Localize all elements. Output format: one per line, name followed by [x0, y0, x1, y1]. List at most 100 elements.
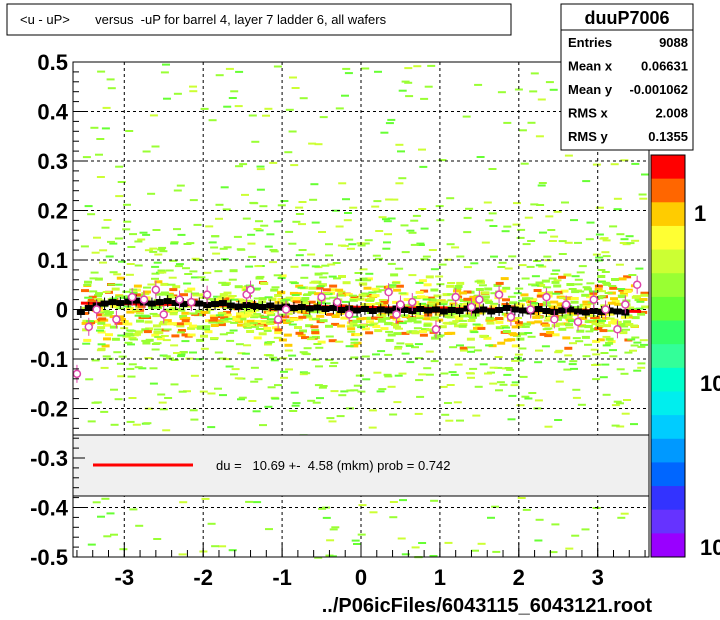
- heatmap-cell: [269, 261, 277, 264]
- heatmap-cell: [174, 265, 183, 268]
- heatmap-cell: [631, 316, 640, 320]
- heatmap-cell: [258, 297, 267, 301]
- heatmap-cell: [549, 551, 558, 554]
- heatmap-cell: [288, 130, 297, 133]
- heatmap-cell: [111, 337, 120, 341]
- heatmap-cell: [513, 292, 522, 295]
- heatmap-cell: [424, 85, 433, 88]
- heatmap-cell: [309, 336, 318, 339]
- stats-label: Entries: [568, 35, 612, 50]
- heatmap-cell: [346, 247, 355, 250]
- heatmap-cell: [176, 184, 185, 187]
- heatmap-cell: [537, 292, 546, 295]
- heatmap-cell: [256, 188, 265, 191]
- heatmap-cell: [87, 543, 96, 546]
- heatmap-cell: [406, 361, 415, 364]
- heatmap-cell: [521, 277, 530, 280]
- heatmap-cell: [617, 294, 626, 297]
- heatmap-cell: [564, 346, 573, 350]
- heatmap-cell: [375, 302, 384, 306]
- heatmap-cell: [578, 265, 587, 268]
- heatmap-cell: [616, 368, 625, 371]
- heatmap-cell: [158, 246, 167, 249]
- heatmap-cell: [207, 426, 216, 429]
- heatmap-cell: [385, 198, 394, 201]
- heatmap-cell: [383, 241, 391, 244]
- heatmap-cell: [470, 331, 479, 334]
- heatmap-cell: [502, 326, 510, 329]
- heatmap-cell: [349, 321, 358, 325]
- heatmap-cell: [394, 347, 402, 350]
- heatmap-cell: [222, 358, 231, 361]
- heatmap-cell: [401, 331, 410, 335]
- heatmap-cell: [110, 423, 119, 426]
- heatmap-cell: [215, 74, 224, 77]
- heatmap-cell: [294, 317, 303, 321]
- heatmap-cell: [223, 313, 232, 317]
- heatmap-cell: [119, 295, 128, 298]
- heatmap-cell: [149, 247, 158, 250]
- heatmap-cell: [237, 323, 245, 327]
- heatmap-cell: [570, 300, 579, 304]
- heatmap-cell: [387, 217, 396, 220]
- heatmap-cell: [639, 298, 648, 301]
- heatmap-cell: [377, 317, 386, 320]
- heatmap-cell: [515, 287, 524, 290]
- heatmap-cell: [634, 298, 643, 302]
- heatmap-cell: [106, 78, 115, 81]
- heatmap-cell: [559, 297, 568, 300]
- heatmap-cell: [475, 288, 484, 291]
- heatmap-cell: [320, 272, 329, 275]
- heatmap-cell: [301, 297, 310, 300]
- heatmap-cell: [250, 380, 259, 383]
- heatmap-cell: [623, 320, 632, 324]
- heatmap-cell: [151, 265, 160, 268]
- heatmap-cell: [548, 240, 557, 242]
- heatmap-cell: [109, 242, 118, 245]
- heatmap-cell: [463, 290, 472, 294]
- heatmap-cell: [574, 278, 583, 281]
- heatmap-cell: [190, 418, 199, 421]
- heatmap-cell: [319, 385, 328, 387]
- heatmap-cell: [159, 408, 168, 411]
- heatmap-cell: [421, 328, 429, 331]
- heatmap-cell: [373, 200, 382, 203]
- outlier-point: [392, 310, 401, 319]
- heatmap-cell: [89, 277, 98, 280]
- heatmap-cell: [476, 156, 485, 158]
- heatmap-cell: [164, 397, 173, 399]
- heatmap-cell: [564, 241, 573, 244]
- heatmap-cell: [264, 405, 273, 408]
- heatmap-cell: [548, 277, 557, 280]
- outlier-point: [344, 310, 354, 319]
- palette-swatch: [651, 155, 685, 180]
- heatmap-cell: [361, 242, 370, 245]
- heatmap-cell: [546, 331, 555, 334]
- heatmap-cell: [114, 237, 123, 240]
- heatmap-cell: [490, 255, 498, 258]
- heatmap-cell: [490, 292, 499, 295]
- heatmap-cell: [315, 346, 324, 349]
- heatmap-cell: [261, 316, 270, 318]
- heatmap-cell: [442, 293, 451, 297]
- heatmap-cell: [302, 372, 311, 375]
- heatmap-cell: [453, 289, 461, 293]
- heatmap-cell: [223, 105, 232, 108]
- heatmap-cell: [364, 239, 373, 242]
- heatmap-cell: [570, 313, 579, 316]
- heatmap-cell: [218, 311, 227, 315]
- heatmap-cell: [448, 371, 457, 374]
- heatmap-cell: [420, 227, 429, 230]
- heatmap-cell: [256, 168, 265, 171]
- heatmap-cell: [428, 302, 436, 305]
- heatmap-cell: [234, 285, 243, 289]
- heatmap-cell: [481, 295, 490, 299]
- heatmap-cell: [404, 67, 413, 70]
- heatmap-cell: [495, 281, 504, 285]
- heatmap-cell: [608, 285, 617, 287]
- heatmap-cell: [312, 310, 321, 314]
- heatmap-cell: [118, 355, 127, 358]
- heatmap-cell: [144, 320, 153, 324]
- heatmap-cell: [243, 344, 252, 347]
- outlier-point: [408, 297, 417, 307]
